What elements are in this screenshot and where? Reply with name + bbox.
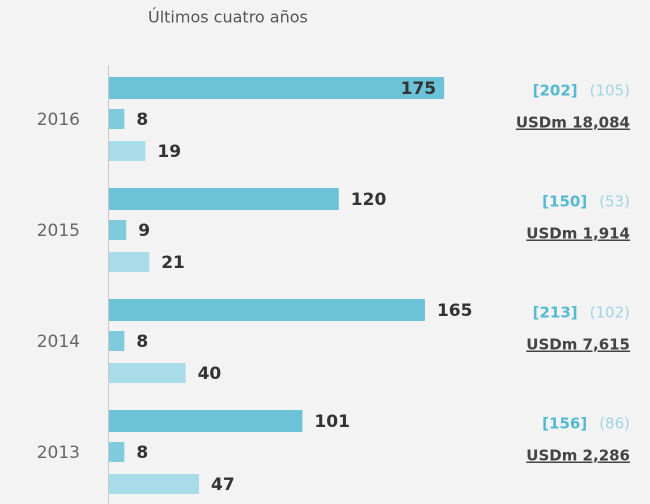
value-label: 40: [198, 364, 222, 384]
value-label: 8: [136, 443, 148, 463]
bar: [109, 141, 146, 161]
paren-note: (86): [599, 415, 630, 433]
bar: [109, 474, 200, 494]
amount-note: USDm 7,615: [526, 336, 630, 354]
amount-note: USDm 1,914: [526, 225, 630, 243]
year-label: 2016: [37, 110, 80, 130]
bracket-note: [150]: [542, 193, 587, 211]
bar: [109, 331, 125, 351]
bracket-note: [202]: [533, 82, 578, 100]
value-label: 8: [136, 332, 148, 352]
bar: [109, 410, 303, 432]
value-label: 19: [157, 142, 181, 162]
value-label: 101: [314, 412, 350, 432]
bar: [109, 299, 425, 321]
amount-note: USDm 18,084: [516, 114, 630, 132]
year-label: 2015: [37, 221, 80, 241]
year-label: 2013: [37, 443, 80, 463]
bar: [109, 220, 127, 240]
value-label: 165: [437, 301, 473, 321]
value-label: 9: [138, 221, 150, 241]
paren-note: (102): [590, 304, 630, 322]
value-label: 8: [136, 110, 148, 130]
bracket-note: [213]: [533, 304, 578, 322]
value-label: 120: [351, 190, 387, 210]
bar: [109, 252, 150, 272]
bar: [109, 442, 125, 462]
value-label: 21: [161, 253, 185, 273]
amount-note: USDm 2,286: [526, 447, 630, 465]
bar: [109, 77, 445, 99]
bar: [109, 363, 186, 383]
bracket-note: [156]: [542, 415, 587, 433]
paren-note: (105): [590, 82, 630, 100]
bar: [109, 109, 125, 129]
year-label: 2014: [37, 332, 80, 352]
paren-note: (53): [599, 193, 630, 211]
bar: [109, 188, 339, 210]
chart-title: Últimos cuatro años: [148, 8, 308, 27]
value-label: 175: [401, 79, 437, 99]
value-label: 47: [211, 475, 235, 495]
